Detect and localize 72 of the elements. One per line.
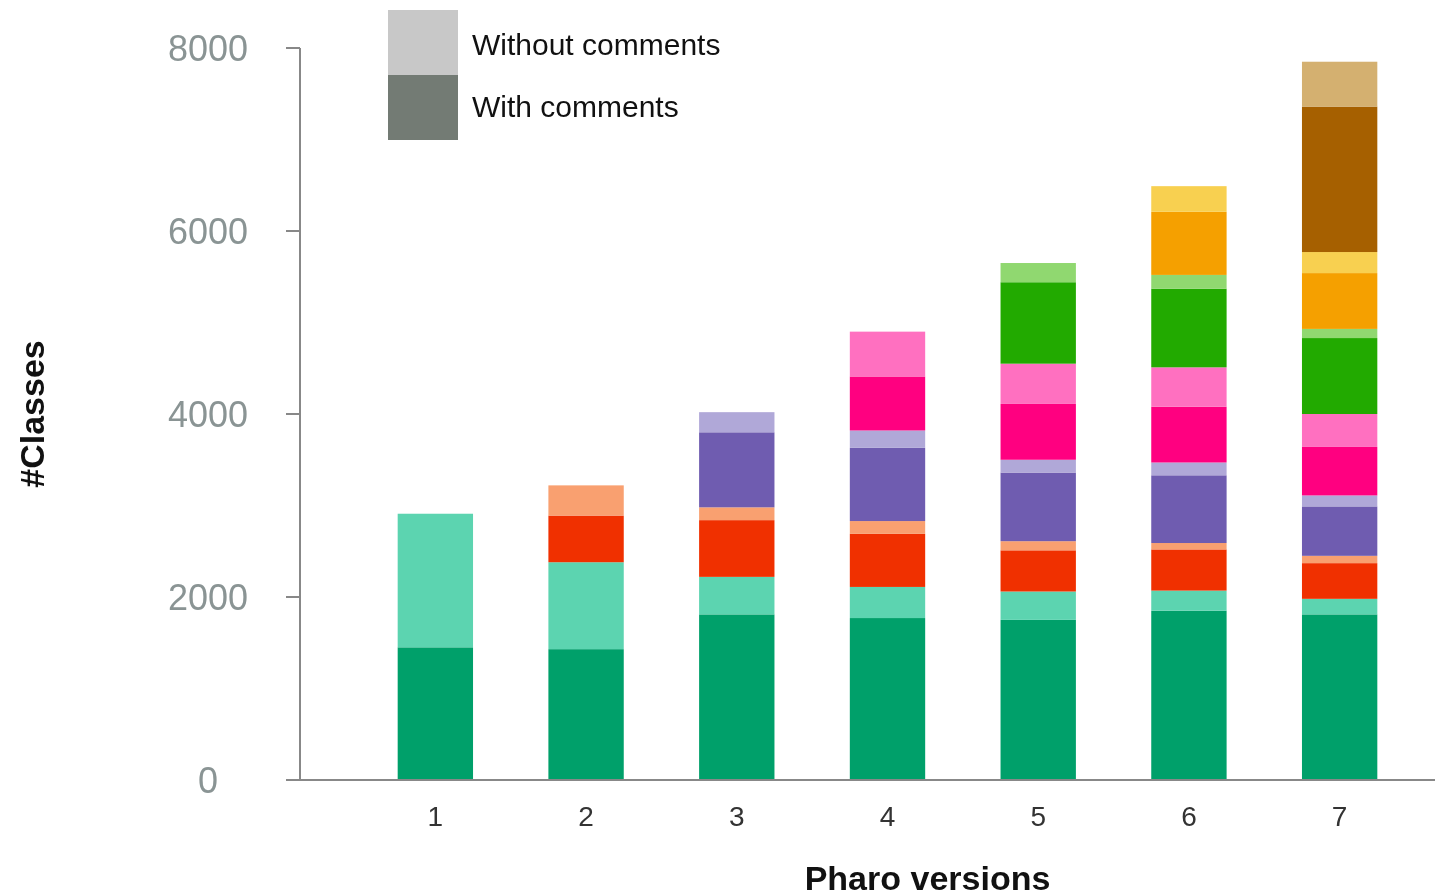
bar	[1151, 406, 1227, 463]
y-tick-label: 8000	[167, 27, 249, 69]
bar	[548, 485, 624, 516]
bar	[699, 614, 775, 780]
bar	[1000, 363, 1076, 404]
x-tick-label: 1	[427, 801, 444, 832]
x-tick-label: 7	[1331, 801, 1348, 832]
bar	[1301, 61, 1378, 107]
bar	[1000, 403, 1076, 460]
bar	[699, 412, 775, 433]
bar	[1000, 541, 1076, 551]
bar	[1000, 263, 1076, 283]
annotation: Without comments	[472, 27, 721, 61]
bar	[699, 432, 775, 508]
bar	[1151, 211, 1227, 275]
bar	[397, 647, 474, 780]
bar	[1301, 446, 1378, 496]
x-tick-label: 2	[578, 801, 594, 832]
bar	[548, 649, 624, 780]
bar	[1151, 367, 1227, 407]
bar	[849, 586, 926, 619]
bar	[699, 507, 775, 521]
bar	[1301, 414, 1378, 447]
bar	[1301, 555, 1378, 564]
bar	[1301, 614, 1378, 780]
bar	[849, 430, 926, 448]
x-axis-title: Pharo versions	[804, 859, 1051, 896]
bar	[1000, 550, 1076, 592]
bar	[548, 562, 624, 650]
y-tick-label: 6000	[167, 210, 249, 252]
bar	[849, 521, 926, 534]
bar	[1301, 506, 1378, 556]
bar	[1000, 619, 1076, 780]
annotation: With comments	[472, 89, 679, 123]
bar	[1301, 598, 1378, 615]
bar	[1301, 495, 1378, 507]
y-tick-label: 0	[197, 759, 219, 801]
bar	[1301, 563, 1378, 599]
bar	[1151, 543, 1227, 550]
bar	[1301, 338, 1378, 414]
x-tick-label: 6	[1181, 801, 1197, 832]
bar	[1151, 288, 1227, 368]
bar	[1301, 106, 1378, 253]
bar	[1151, 475, 1227, 544]
bar	[849, 618, 926, 780]
bar	[699, 520, 775, 577]
bar	[1151, 274, 1227, 289]
bar	[1151, 462, 1227, 476]
x-tick-label: 3	[729, 801, 745, 832]
y-tick-label: 4000	[167, 393, 249, 435]
bar	[1151, 590, 1227, 611]
bar	[1000, 472, 1076, 542]
bar	[699, 576, 775, 615]
bar	[1301, 328, 1378, 339]
bar	[1000, 459, 1076, 473]
y-tick-label: 2000	[167, 576, 249, 618]
bar	[397, 513, 474, 648]
bar	[1151, 549, 1227, 591]
bar	[1000, 591, 1076, 620]
x-tick-label: 5	[1030, 801, 1046, 832]
bar	[548, 515, 624, 563]
bar	[1000, 282, 1076, 364]
bar	[1151, 186, 1227, 212]
bar	[849, 447, 926, 522]
bar	[1301, 273, 1378, 329]
bar	[849, 376, 926, 431]
bar	[1151, 610, 1227, 780]
bar	[849, 331, 926, 377]
bar	[849, 533, 926, 587]
y-axis-title: #Classes	[13, 340, 51, 488]
bar	[1301, 252, 1378, 274]
x-tick-label: 4	[879, 801, 896, 832]
